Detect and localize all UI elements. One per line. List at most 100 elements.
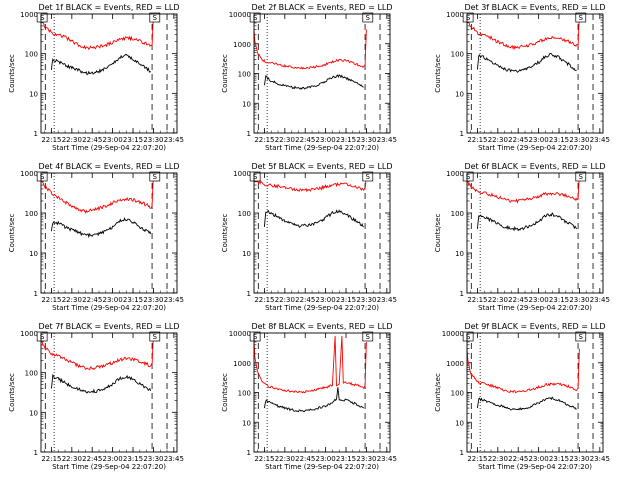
saa-marker-label: S: [253, 14, 258, 22]
x-tick-label: 22:45: [295, 455, 315, 463]
y-tick-label: 1000: [446, 170, 464, 178]
y-tick-label: 100: [238, 71, 251, 79]
y-tick-label: 10: [455, 250, 464, 258]
y-tick-label: 100: [451, 51, 464, 59]
x-tick-label: 23:45: [164, 136, 184, 144]
x-axis-label: Start Time (29-Sep-04 22:07:20): [265, 304, 379, 312]
x-tick-label: 23:15: [549, 296, 569, 304]
x-tick-label: 23:30: [356, 455, 376, 463]
x-tick-label: 23:30: [569, 136, 589, 144]
plot-frame: [466, 172, 604, 294]
x-tick-label: 23:30: [356, 296, 376, 304]
plot-frame: [253, 13, 391, 134]
y-tick-label: 1000: [20, 170, 38, 178]
x-tick-label: 22:15: [41, 136, 61, 144]
saa-marker-box: [362, 171, 374, 182]
x-tick-label: 23:30: [143, 296, 163, 304]
y-axis-label: Counts/sec: [221, 54, 229, 93]
y-tick-label: 100: [25, 210, 38, 218]
saa-marker-label: S: [153, 14, 158, 22]
saa-marker-label: S: [579, 333, 584, 341]
x-tick-label: 23:15: [549, 455, 569, 463]
events-rate-line: [263, 387, 364, 413]
y-axis-label: Counts/sec: [221, 373, 229, 412]
x-tick-label: 22:30: [488, 455, 508, 463]
x-tick-label: 22:15: [254, 296, 274, 304]
y-tick-label: 10: [455, 419, 464, 427]
y-tick-label: 100: [25, 370, 38, 378]
y-tick-label: 10000: [229, 330, 251, 338]
lld-rate-line: [40, 174, 154, 214]
x-axis-label: Start Time (29-Sep-04 22:07:20): [52, 144, 166, 152]
panel: Det 6f BLACK = Events, RED = LLD Counts/s…: [434, 162, 610, 312]
y-tick-label: 1: [247, 449, 251, 457]
saa-marker-box: [36, 12, 48, 23]
y-tick-label: 1: [247, 130, 251, 138]
x-tick-label: 22:45: [295, 136, 315, 144]
x-tick-label: 22:30: [62, 136, 82, 144]
y-axis-label: Counts/sec: [8, 54, 16, 93]
panel: Det 4f BLACK = Events, RED = LLD Counts/s…: [8, 162, 184, 312]
plot-frame: [253, 332, 391, 453]
panel-title: Det 1f BLACK = Events, RED = LLD: [38, 3, 179, 12]
events-rate-line: [476, 212, 578, 232]
x-tick-label: 22:15: [254, 136, 274, 144]
saa-marker-label: S: [153, 173, 158, 181]
saa-marker-box: [575, 331, 587, 342]
y-tick-label: 1: [34, 130, 38, 138]
x-tick-label: 23:00: [529, 136, 549, 144]
y-tick-label: 1000: [233, 170, 251, 178]
x-tick-label: 23:15: [123, 455, 143, 463]
lld-rate-line: [466, 348, 580, 394]
saa-marker-label: S: [579, 173, 584, 181]
plot-frame: [40, 332, 178, 453]
events-rate-line: [263, 209, 364, 229]
x-tick-label: 22:30: [275, 296, 295, 304]
panel-title: Det 2f BLACK = Events, RED = LLD: [251, 3, 392, 12]
x-tick-label: 23:15: [336, 296, 356, 304]
x-tick-label: 23:45: [377, 455, 397, 463]
y-axis-label: Counts/sec: [221, 214, 229, 253]
panel: Det 8f BLACK = Events, RED = LLD Counts/s…: [221, 322, 397, 471]
panel: Det 2f BLACK = Events, RED = LLD Counts/s…: [221, 3, 397, 152]
x-tick-label: 22:15: [467, 296, 487, 304]
y-tick-label: 1: [247, 290, 251, 298]
x-tick-label: 23:30: [356, 136, 376, 144]
y-axis-label: Counts/sec: [434, 214, 442, 253]
x-tick-label: 22:45: [295, 296, 315, 304]
x-tick-label: 23:00: [103, 136, 123, 144]
saa-marker-label: S: [253, 333, 258, 341]
panel-title: Det 3f BLACK = Events, RED = LLD: [464, 3, 605, 12]
saa-marker-label: S: [253, 173, 258, 181]
x-tick-label: 23:30: [143, 136, 163, 144]
lld-rate-line: [40, 334, 154, 371]
y-tick-label: 10: [242, 250, 251, 258]
saa-marker-label: S: [466, 173, 471, 181]
x-tick-label: 22:45: [82, 136, 102, 144]
x-tick-label: 22:15: [41, 296, 61, 304]
y-tick-label: 10: [29, 409, 38, 417]
saa-marker-box: [362, 331, 374, 342]
saa-marker-label: S: [366, 173, 371, 181]
x-tick-label: 22:15: [41, 455, 61, 463]
x-tick-label: 23:15: [549, 136, 569, 144]
x-tick-label: 23:30: [569, 296, 589, 304]
x-tick-label: 23:15: [123, 136, 143, 144]
y-tick-label: 1: [34, 290, 38, 298]
plot-frame: [466, 13, 604, 134]
lld-rate-line: [253, 335, 367, 394]
y-tick-label: 1000: [233, 360, 251, 368]
x-tick-label: 22:30: [62, 296, 82, 304]
x-tick-label: 22:15: [467, 455, 487, 463]
events-rate-line: [50, 373, 152, 394]
x-tick-label: 23:15: [336, 455, 356, 463]
panel-title: Det 7f BLACK = Events, RED = LLD: [38, 322, 179, 331]
saa-marker-label: S: [40, 173, 45, 181]
x-tick-label: 22:30: [275, 136, 295, 144]
saa-marker-label: S: [40, 333, 45, 341]
x-tick-label: 23:00: [103, 455, 123, 463]
saa-marker-label: S: [366, 14, 371, 22]
y-tick-label: 100: [25, 51, 38, 59]
